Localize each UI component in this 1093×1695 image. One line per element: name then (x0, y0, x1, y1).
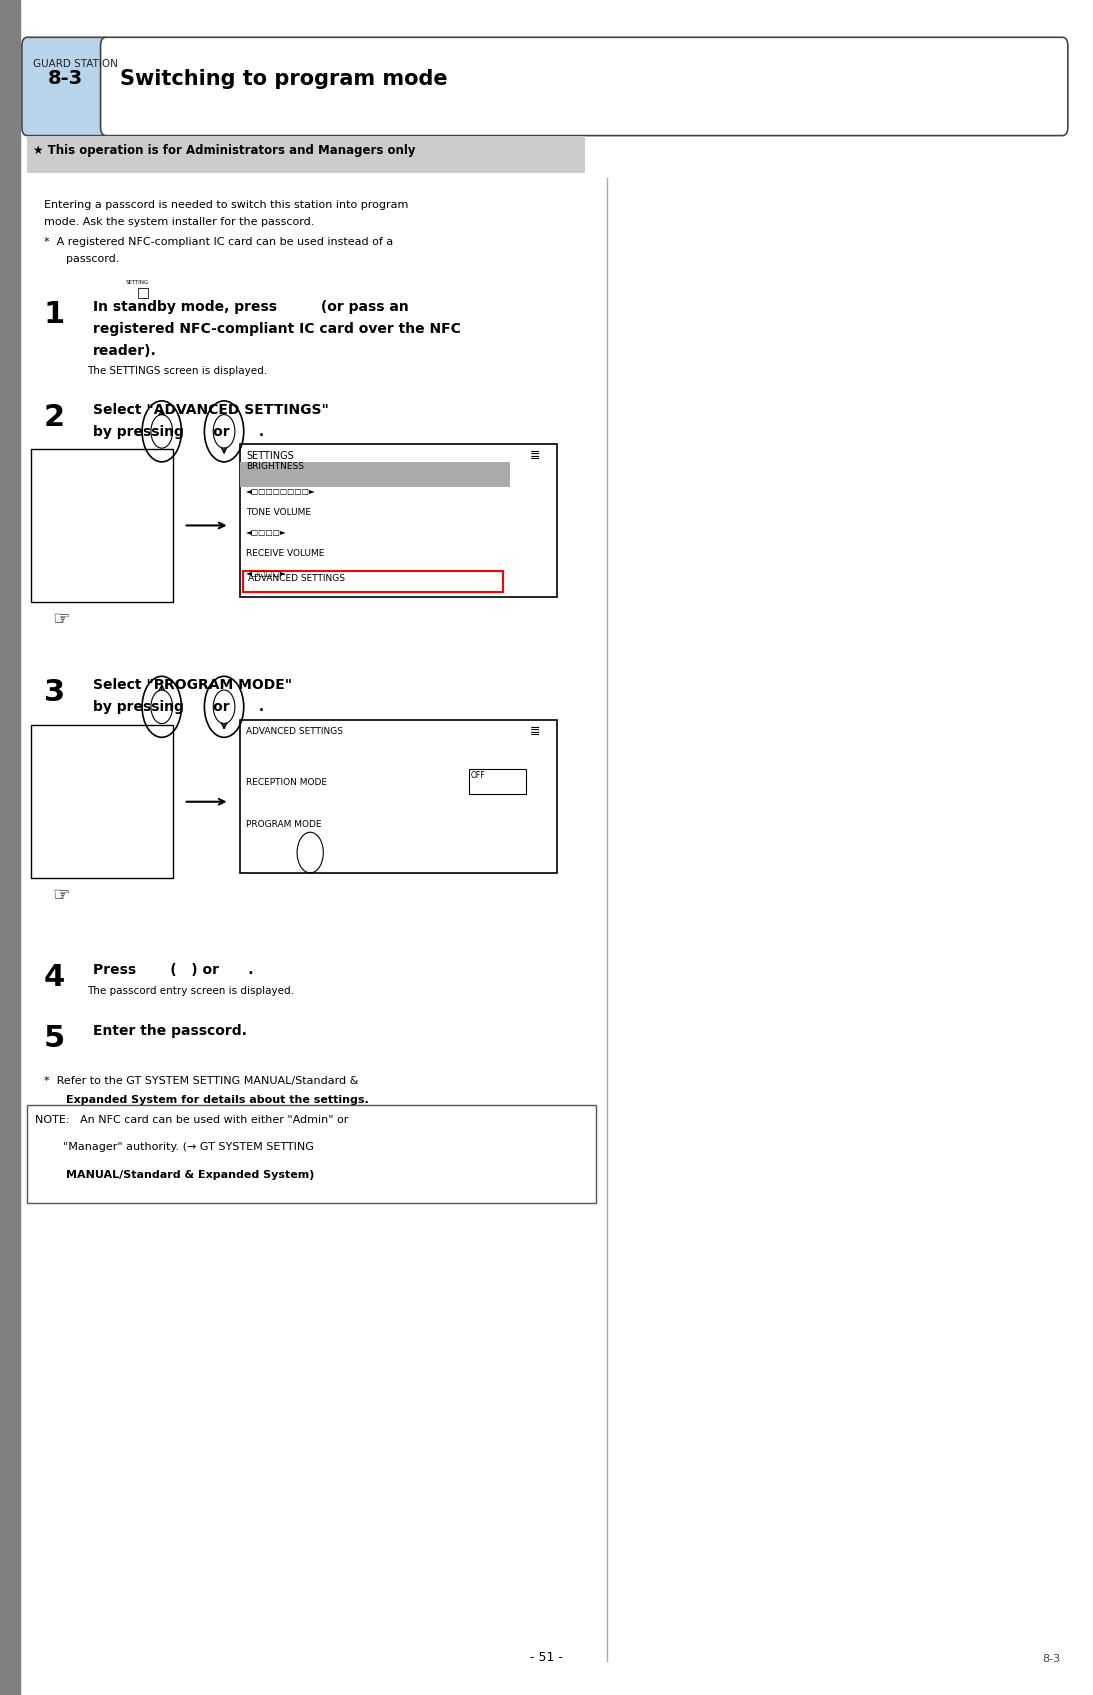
FancyBboxPatch shape (22, 37, 109, 136)
Text: ADVANCED SETTINGS: ADVANCED SETTINGS (248, 575, 345, 583)
Text: ≣: ≣ (530, 449, 541, 463)
Text: passcord.: passcord. (66, 254, 119, 264)
Bar (243, 571, 503, 592)
Text: ◄□□□□►: ◄□□□□► (246, 529, 286, 537)
Text: ◄□□□□►: ◄□□□□► (246, 570, 286, 578)
Text: by pressing      or      .: by pressing or . (93, 700, 265, 714)
Bar (31, 725, 173, 878)
Text: - 51 -: - 51 - (530, 1651, 563, 1664)
Bar (240, 463, 509, 486)
Text: □: □ (137, 285, 150, 298)
Text: MANUAL/Standard & Expanded System): MANUAL/Standard & Expanded System) (35, 1170, 315, 1180)
FancyBboxPatch shape (101, 37, 1068, 136)
Text: ◄□□□□□□□□►: ◄□□□□□□□□► (246, 486, 316, 497)
Text: SETTINGS: SETTINGS (246, 451, 294, 461)
Text: 5: 5 (44, 1024, 64, 1053)
Text: mode. Ask the system installer for the passcord.: mode. Ask the system installer for the p… (44, 217, 314, 227)
Bar (31, 449, 173, 602)
Bar (0, 0, 20, 1695)
Text: PROGRAM MODE: PROGRAM MODE (246, 820, 321, 829)
Text: Select "PROGRAM MODE": Select "PROGRAM MODE" (93, 678, 292, 692)
Text: ADVANCED SETTINGS: ADVANCED SETTINGS (246, 727, 343, 736)
Text: ☞: ☞ (52, 610, 70, 629)
Text: ≣: ≣ (530, 725, 541, 739)
Text: NOTE:   An NFC card can be used with either "Admin" or: NOTE: An NFC card can be used with eithe… (35, 1115, 349, 1125)
Bar (27, 1105, 596, 1203)
Text: RECEPTION MODE: RECEPTION MODE (246, 778, 327, 788)
Bar (240, 444, 557, 597)
Text: *  A registered NFC-compliant IC card can be used instead of a: * A registered NFC-compliant IC card can… (44, 237, 393, 247)
Text: Press       (   ) or      .: Press ( ) or . (93, 963, 254, 976)
Text: RECEIVE VOLUME: RECEIVE VOLUME (246, 549, 325, 558)
Text: registered NFC-compliant IC card over the NFC: registered NFC-compliant IC card over th… (93, 322, 461, 336)
Text: 1: 1 (44, 300, 64, 329)
Text: Entering a passcord is needed to switch this station into program: Entering a passcord is needed to switch … (44, 200, 408, 210)
Text: In standby mode, press         (or pass an: In standby mode, press (or pass an (93, 300, 409, 314)
Text: ☞: ☞ (52, 886, 70, 905)
Text: 8-3: 8-3 (48, 68, 83, 88)
Bar (240, 720, 557, 873)
Text: Enter the passcord.: Enter the passcord. (93, 1024, 247, 1037)
Text: "Manager" authority. (→ GT SYSTEM SETTING: "Manager" authority. (→ GT SYSTEM SETTIN… (35, 1142, 314, 1153)
Text: reader).: reader). (93, 344, 156, 358)
Text: by pressing      or      .: by pressing or . (93, 425, 265, 439)
Bar (27, 136, 585, 173)
Text: Switching to program mode: Switching to program mode (120, 68, 448, 88)
Text: ★ This operation is for Administrators and Managers only: ★ This operation is for Administrators a… (33, 144, 415, 158)
Text: The passcord entry screen is displayed.: The passcord entry screen is displayed. (87, 986, 294, 997)
Text: TONE VOLUME: TONE VOLUME (246, 508, 310, 517)
Text: GUARD STATION: GUARD STATION (33, 59, 118, 69)
Text: The SETTINGS screen is displayed.: The SETTINGS screen is displayed. (87, 366, 268, 376)
Text: Expanded System for details about the settings.: Expanded System for details about the se… (66, 1095, 368, 1105)
Text: 4: 4 (44, 963, 64, 992)
Text: 3: 3 (44, 678, 64, 707)
Bar (469, 770, 526, 793)
Text: *  Refer to the GT SYSTEM SETTING MANUAL/Standard &: * Refer to the GT SYSTEM SETTING MANUAL/… (44, 1076, 359, 1086)
Text: 8-3: 8-3 (1042, 1654, 1060, 1664)
Text: Select "ADVANCED SETTINGS": Select "ADVANCED SETTINGS" (93, 403, 329, 417)
Text: 2: 2 (44, 403, 64, 432)
Text: SETTING: SETTING (126, 280, 149, 285)
Text: OFF: OFF (470, 771, 485, 780)
Text: BRIGHTNESS: BRIGHTNESS (246, 461, 304, 471)
